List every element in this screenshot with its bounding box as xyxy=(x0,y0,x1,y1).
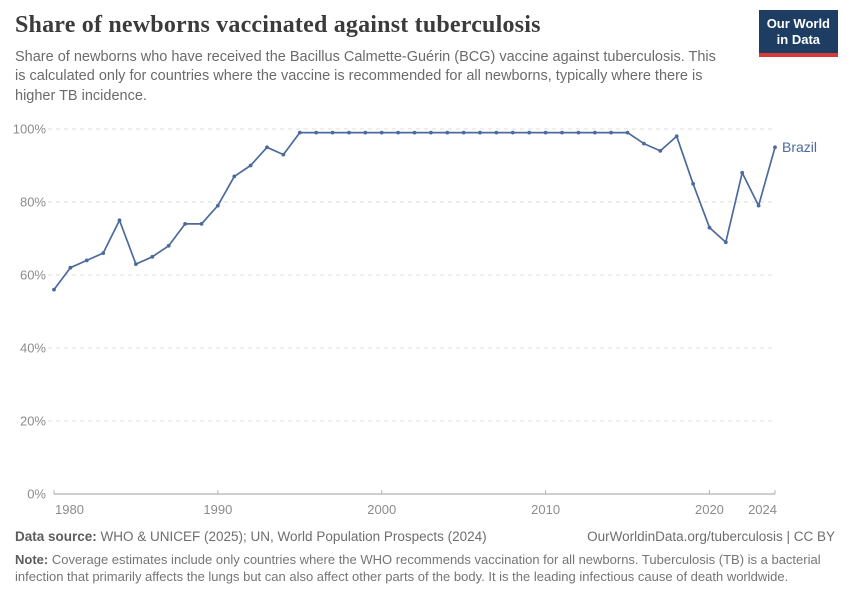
data-point xyxy=(494,130,499,135)
data-point xyxy=(134,262,138,266)
source-row: Data source: WHO & UNICEF (2025); UN, Wo… xyxy=(15,529,835,544)
data-point xyxy=(691,181,695,186)
data-point xyxy=(232,174,237,179)
x-tick-label: 1980 xyxy=(55,502,84,517)
data-point xyxy=(527,130,532,135)
data-point xyxy=(297,130,302,135)
owid-logo-line1: Our World xyxy=(766,16,830,31)
data-point xyxy=(674,134,679,139)
data-point xyxy=(740,170,745,175)
data-point xyxy=(576,130,581,135)
data-point xyxy=(52,287,56,292)
chart-note: Note: Coverage estimates include only co… xyxy=(15,551,835,585)
x-tick-label: 2010 xyxy=(531,502,560,517)
data-point xyxy=(396,130,400,135)
data-source-text: WHO & UNICEF (2025); UN, World Populatio… xyxy=(96,529,487,544)
data-point xyxy=(216,203,220,208)
chart-header: Share of newborns vaccinated against tub… xyxy=(15,10,838,106)
data-point xyxy=(265,145,269,150)
data-point xyxy=(199,222,204,226)
data-point xyxy=(68,265,73,270)
y-tick-label: 20% xyxy=(20,414,46,429)
data-point xyxy=(642,141,646,146)
data-point xyxy=(330,130,335,135)
data-point xyxy=(363,130,368,135)
data-point xyxy=(510,130,515,135)
note-text: Coverage estimates include only countrie… xyxy=(15,552,821,585)
series-end-label: Brazil xyxy=(782,139,817,155)
data-point xyxy=(248,163,253,168)
x-tick-label: 2020 xyxy=(695,502,724,517)
data-point xyxy=(412,130,417,135)
data-point xyxy=(183,222,188,226)
data-point xyxy=(429,130,433,135)
data-point xyxy=(461,130,466,135)
data-point xyxy=(379,130,384,135)
data-point xyxy=(707,225,712,230)
chart-footer: Data source: WHO & UNICEF (2025); UN, Wo… xyxy=(15,529,835,585)
data-point xyxy=(117,218,122,223)
data-point xyxy=(150,254,155,259)
x-tick-label: 2000 xyxy=(367,502,396,517)
y-tick-label: 40% xyxy=(20,341,46,356)
data-point xyxy=(625,130,630,135)
data-point xyxy=(84,258,89,263)
data-point xyxy=(478,130,482,135)
owid-logo-line2: in Data xyxy=(776,31,821,47)
owid-logo[interactable]: Our World in Data xyxy=(758,10,838,57)
data-point xyxy=(773,145,777,150)
data-point xyxy=(314,130,319,135)
y-tick-label: 100% xyxy=(13,122,47,137)
data-point xyxy=(723,240,728,245)
chart-subtitle: Share of newborns who have received the … xyxy=(15,49,716,104)
data-point xyxy=(658,149,663,153)
attribution-link[interactable]: OurWorldinData.org/tuberculosis | CC BY xyxy=(587,529,835,544)
y-tick-label: 60% xyxy=(20,268,46,283)
data-point xyxy=(609,130,613,135)
data-point xyxy=(592,130,597,135)
line-chart: 0% 20% 40% 60% 80% 100% 1980 1990 2000 2010 2020 20… xyxy=(13,122,817,518)
data-point xyxy=(281,152,286,157)
data-point xyxy=(445,130,450,135)
data-point xyxy=(560,130,564,135)
data-point xyxy=(101,251,106,256)
data-source-label: Data source: xyxy=(15,529,97,544)
note-label: Note: xyxy=(15,552,49,567)
y-tick-label: 80% xyxy=(20,195,46,210)
data-point xyxy=(347,130,351,135)
page-title: Share of newborns vaccinated against tub… xyxy=(15,12,541,38)
x-tick-label: 1990 xyxy=(203,502,232,517)
data-point xyxy=(756,203,761,208)
data-source: Data source: WHO & UNICEF (2025); UN, Wo… xyxy=(15,529,487,544)
x-tick-label: 2024 xyxy=(748,502,777,517)
data-line xyxy=(53,131,776,291)
data-point xyxy=(166,243,171,248)
y-tick-label: 0% xyxy=(27,487,46,502)
data-point xyxy=(543,130,548,135)
